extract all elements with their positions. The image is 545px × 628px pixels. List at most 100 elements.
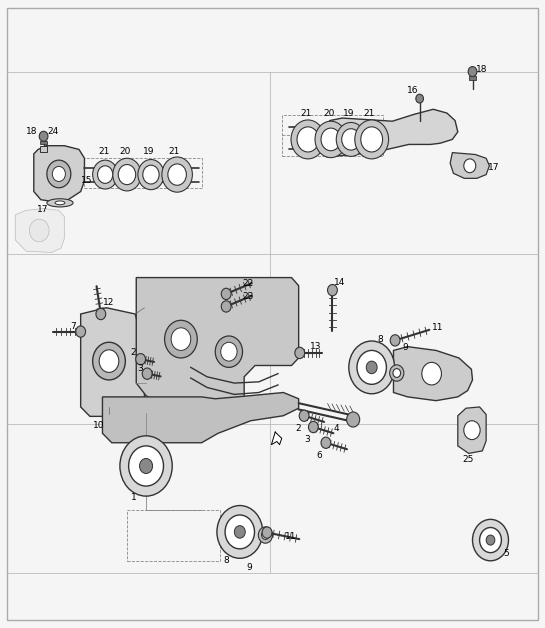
Ellipse shape — [357, 350, 386, 384]
Circle shape — [295, 347, 305, 359]
Polygon shape — [271, 432, 282, 445]
Bar — [146, 349, 227, 418]
Ellipse shape — [113, 158, 141, 191]
Circle shape — [464, 421, 480, 440]
Circle shape — [47, 160, 71, 188]
Polygon shape — [15, 208, 64, 252]
Ellipse shape — [486, 535, 495, 545]
Ellipse shape — [393, 369, 401, 377]
Text: 8: 8 — [377, 335, 383, 344]
Text: 15: 15 — [81, 176, 93, 185]
Circle shape — [29, 219, 49, 242]
Ellipse shape — [336, 122, 366, 156]
Text: 25: 25 — [462, 455, 473, 464]
Circle shape — [136, 354, 146, 365]
Ellipse shape — [225, 515, 255, 549]
Circle shape — [221, 342, 237, 361]
Ellipse shape — [138, 160, 164, 190]
Polygon shape — [102, 392, 299, 443]
Ellipse shape — [480, 528, 501, 553]
Circle shape — [464, 159, 476, 173]
Circle shape — [142, 368, 152, 379]
Ellipse shape — [366, 361, 377, 374]
Text: 7: 7 — [71, 322, 76, 331]
Text: 3: 3 — [304, 435, 310, 444]
Ellipse shape — [47, 198, 73, 207]
Circle shape — [328, 284, 337, 296]
Text: 19: 19 — [343, 109, 355, 117]
Ellipse shape — [390, 365, 404, 381]
Circle shape — [416, 94, 423, 103]
Text: 20: 20 — [120, 148, 131, 156]
Text: 9: 9 — [247, 563, 252, 571]
Text: 8: 8 — [223, 556, 229, 565]
Text: 17: 17 — [488, 163, 500, 171]
Text: 5: 5 — [503, 550, 508, 558]
Text: 4: 4 — [334, 424, 340, 433]
Text: 22: 22 — [243, 279, 253, 288]
Ellipse shape — [234, 526, 245, 538]
Circle shape — [308, 421, 318, 433]
Text: 6: 6 — [317, 451, 322, 460]
Circle shape — [321, 437, 331, 448]
Circle shape — [39, 131, 48, 141]
Bar — [127, 510, 220, 561]
Text: 11: 11 — [285, 533, 297, 541]
Text: 3: 3 — [137, 364, 143, 373]
Text: 18: 18 — [26, 127, 38, 136]
Polygon shape — [136, 278, 299, 416]
Polygon shape — [322, 109, 458, 157]
Ellipse shape — [140, 458, 153, 474]
Circle shape — [221, 288, 231, 300]
Ellipse shape — [291, 120, 325, 159]
Polygon shape — [34, 146, 84, 202]
Circle shape — [52, 166, 65, 181]
Text: 19: 19 — [143, 148, 155, 156]
Text: 21: 21 — [364, 109, 375, 117]
Polygon shape — [450, 153, 489, 178]
Ellipse shape — [315, 121, 347, 158]
Text: 21: 21 — [98, 148, 109, 156]
Bar — [84, 158, 202, 188]
Ellipse shape — [93, 160, 118, 189]
Ellipse shape — [349, 341, 395, 394]
Text: 21: 21 — [300, 109, 311, 117]
Ellipse shape — [361, 127, 383, 152]
Text: 9: 9 — [402, 343, 408, 352]
Ellipse shape — [168, 164, 186, 185]
Ellipse shape — [217, 506, 263, 558]
Circle shape — [96, 308, 106, 320]
Polygon shape — [393, 347, 473, 401]
Polygon shape — [458, 407, 486, 453]
Circle shape — [422, 362, 441, 385]
Circle shape — [262, 527, 272, 538]
Ellipse shape — [162, 157, 192, 192]
Bar — [469, 76, 476, 80]
Ellipse shape — [355, 120, 389, 159]
Ellipse shape — [98, 166, 113, 183]
Circle shape — [221, 301, 231, 312]
Polygon shape — [81, 308, 144, 416]
Text: 2: 2 — [131, 349, 136, 357]
Circle shape — [171, 328, 191, 350]
Ellipse shape — [342, 129, 360, 150]
Bar — [40, 141, 47, 144]
Circle shape — [390, 335, 400, 346]
Ellipse shape — [120, 436, 172, 496]
Ellipse shape — [473, 519, 508, 561]
Text: 13: 13 — [310, 342, 322, 351]
Text: 16: 16 — [407, 86, 419, 95]
Ellipse shape — [258, 527, 272, 543]
Ellipse shape — [321, 128, 341, 151]
Text: 11: 11 — [432, 323, 444, 332]
Ellipse shape — [55, 201, 65, 205]
Circle shape — [76, 326, 86, 337]
Bar — [40, 146, 47, 152]
Bar — [282, 115, 383, 156]
Circle shape — [468, 67, 477, 77]
Text: 2: 2 — [295, 424, 301, 433]
Text: 10: 10 — [93, 421, 105, 430]
Text: 14: 14 — [334, 278, 345, 287]
Ellipse shape — [262, 531, 269, 539]
Ellipse shape — [129, 446, 164, 486]
